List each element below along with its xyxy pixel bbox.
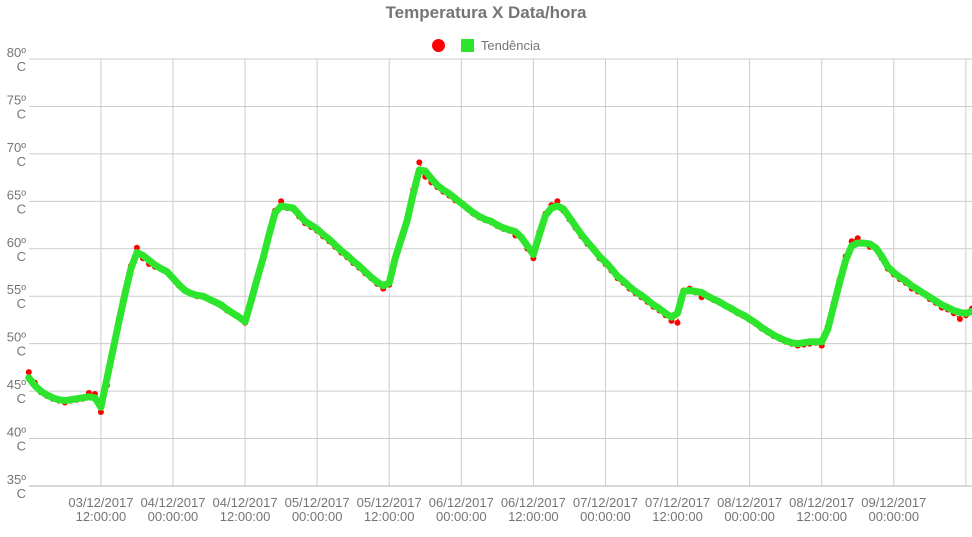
- y-tick-label: 80º: [7, 45, 26, 60]
- x-tick-label-time: 00:00:00: [148, 509, 199, 524]
- y-tick-label-unit: C: [17, 439, 26, 454]
- x-tick-label-date: 08/12/2017: [717, 495, 782, 510]
- x-tick-label-time: 12:00:00: [508, 509, 559, 524]
- data-point-dot[interactable]: [956, 316, 963, 322]
- legend-marker-trend[interactable]: [460, 39, 474, 52]
- legend-marker-points[interactable]: [431, 39, 445, 52]
- data-point-dot[interactable]: [25, 369, 32, 376]
- y-tick-label: 65º: [7, 187, 26, 202]
- x-tick-label-date: 07/12/2017: [573, 495, 638, 510]
- readings-dotted-line[interactable]: [28, 160, 972, 415]
- y-tick-label: 40º: [7, 425, 26, 440]
- y-tick-label-unit: C: [17, 391, 26, 406]
- x-tick-label-date: 04/12/2017: [140, 495, 205, 510]
- y-tick-label-unit: C: [17, 249, 26, 264]
- x-tick-label-time: 00:00:00: [724, 509, 775, 524]
- data-point-dot[interactable]: [416, 159, 423, 166]
- x-tick-label-date: 06/12/2017: [501, 495, 566, 510]
- x-tick-label-date: 05/12/2017: [357, 495, 422, 510]
- x-tick-label-time: 00:00:00: [436, 509, 487, 524]
- data-point-dot[interactable]: [97, 409, 104, 415]
- x-tick-label-time: 00:00:00: [868, 509, 919, 524]
- legend-label-trend[interactable]: Tendência: [480, 38, 541, 53]
- y-tick-label-unit: C: [17, 344, 26, 359]
- data-point-dot[interactable]: [133, 244, 140, 251]
- data-point-dot[interactable]: [554, 198, 561, 205]
- chart-title: Temperatura X Data/hora: [385, 3, 587, 22]
- x-tick-label-date: 08/12/2017: [789, 495, 854, 510]
- y-tick-label-unit: C: [17, 296, 26, 311]
- x-tick-label-date: 03/12/2017: [68, 495, 133, 510]
- y-tick-label: 50º: [7, 330, 26, 345]
- legend: Tendência: [0, 38, 972, 53]
- x-tick-label-time: 00:00:00: [580, 509, 631, 524]
- y-tick-label-unit: C: [17, 154, 26, 169]
- x-tick-label-time: 12:00:00: [796, 509, 847, 524]
- y-tick-label-unit: C: [17, 486, 26, 501]
- y-tick-label: 35º: [7, 472, 26, 487]
- x-tick-label-date: 05/12/2017: [285, 495, 350, 510]
- x-tick-label-date: 06/12/2017: [429, 495, 494, 510]
- x-tick-label-time: 12:00:00: [220, 509, 271, 524]
- x-tick-label-date: 04/12/2017: [213, 495, 278, 510]
- y-tick-label: 70º: [7, 140, 26, 155]
- x-tick-label-time: 12:00:00: [364, 509, 415, 524]
- y-tick-label-unit: C: [17, 59, 26, 74]
- y-tick-label-unit: C: [17, 201, 26, 216]
- y-tick-label: 45º: [7, 377, 26, 392]
- y-tick-label: 75º: [7, 92, 26, 107]
- trend-line[interactable]: [25, 166, 972, 411]
- data-point-dot[interactable]: [674, 319, 681, 326]
- x-tick-label-date: 07/12/2017: [645, 495, 710, 510]
- x-tick-label-date: 09/12/2017: [861, 495, 926, 510]
- y-tick-label: 55º: [7, 282, 26, 297]
- x-tick-label-time: 00:00:00: [292, 509, 343, 524]
- y-tick-label-unit: C: [17, 106, 26, 121]
- x-tick-label-time: 12:00:00: [652, 509, 703, 524]
- y-tick-label: 60º: [7, 235, 26, 250]
- x-tick-label-time: 12:00:00: [76, 509, 127, 524]
